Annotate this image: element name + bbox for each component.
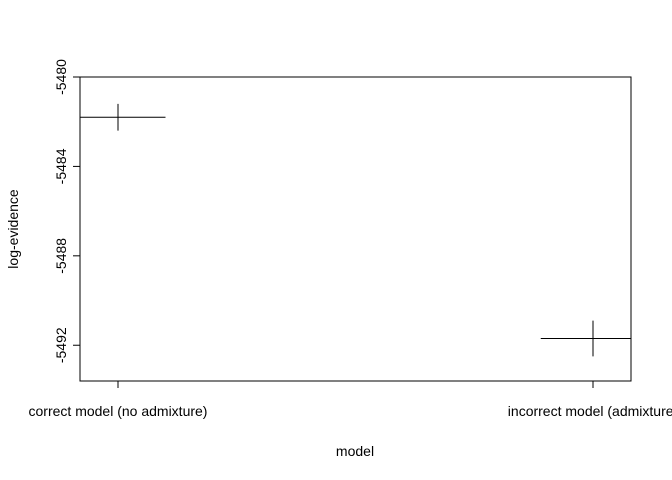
data-marks — [80, 103, 631, 357]
x-tick-label: incorrect model (admixture) — [508, 403, 672, 419]
y-axis: -5480 -5484 -5488 -5492 — [53, 59, 80, 363]
y-tick-label: -5488 — [53, 238, 69, 274]
y-tick-label: -5480 — [53, 59, 69, 95]
x-axis-label: model — [336, 443, 374, 459]
plot-frame — [79, 76, 632, 382]
x-tick-label: correct model (no admixture) — [29, 403, 208, 419]
data-point — [540, 320, 631, 357]
x-axis: correct model (no admixture) incorrect mo… — [29, 381, 672, 419]
y-tick-label: -5492 — [53, 327, 69, 363]
data-point — [80, 103, 166, 131]
y-axis-label: log-evidence — [5, 189, 21, 269]
y-tick-label: -5484 — [53, 148, 69, 184]
